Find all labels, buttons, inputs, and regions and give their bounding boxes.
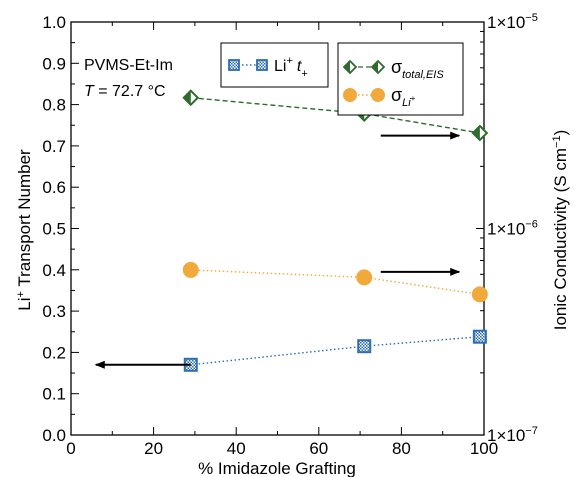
y-axis-right-title: Ionic Conductivity (S cm−1) [551, 130, 570, 331]
y-right-tick-label: 1×10−7 [487, 425, 538, 445]
legend-marker-transport-2 [256, 59, 268, 71]
legend-marker-total-fill [344, 61, 350, 73]
y-left-tick-label: 0.0 [42, 426, 66, 445]
y-left-tick-label: 0.8 [42, 96, 66, 115]
legend-label-total: σtotal,EIS [391, 57, 444, 81]
legend-marker-total-2-fill [372, 61, 378, 73]
y-left-tick-label: 0.5 [42, 220, 66, 239]
y-left-tick-label: 0.6 [42, 178, 66, 197]
y-left-tick-label: 0.3 [42, 302, 66, 321]
y-axis-left-title: Li+ Transport Number [15, 149, 34, 311]
data-point-transport [357, 339, 372, 354]
y-right-tick-label: 1×10−5 [487, 12, 538, 32]
legend-box [220, 42, 329, 88]
data-point-li-conductivity [182, 261, 199, 278]
y-left-tick-label: 0.7 [42, 137, 66, 156]
x-tick-label: 80 [392, 439, 411, 458]
x-tick-label: 40 [227, 439, 246, 458]
data-point-li-conductivity [471, 286, 488, 303]
y-left-tick-label: 0.2 [42, 343, 66, 362]
x-tick-label: 60 [309, 439, 328, 458]
x-tick-label: 0 [66, 439, 75, 458]
arrows-layer [94, 131, 461, 369]
legend-marker-li-2 [371, 88, 385, 102]
series-layer [182, 89, 489, 372]
data-point-total-fill [472, 126, 480, 141]
y-left-tick-label: 0.4 [42, 261, 66, 280]
legend-label-li: σLi+ [391, 85, 416, 109]
temperature-label: T = 72.7 °C [84, 83, 166, 100]
data-point-transport [472, 329, 487, 344]
series-line-1 [190, 96, 480, 134]
series-line-0 [190, 336, 480, 366]
legend-marker-li [343, 88, 357, 102]
ticks-layer: 0 20 40 60 80 100 0.0 0.1 0.2 0.3 0.4 0.5 0.6 0.7 0.8 0… [42, 12, 537, 458]
x-tick-label: 100 [470, 439, 498, 458]
y-right-tick-label: 1×10−6 [487, 219, 538, 239]
y-left-tick-label: 0.1 [42, 385, 66, 404]
data-point-total-fill [183, 90, 191, 105]
legend-marker-transport [228, 59, 240, 71]
legend-box [337, 42, 464, 116]
sample-label: PVMS-Et-Im [84, 57, 173, 74]
y-left-tick-label: 1.0 [42, 13, 66, 32]
series-line-2 [190, 269, 480, 296]
legend-transport-number: Li+ t+ [220, 42, 329, 88]
y-left-tick-label: 0.9 [42, 54, 66, 73]
legend-conductivity: σtotal,EIS σLi+ [337, 42, 464, 116]
data-point-li-conductivity [356, 269, 373, 286]
legend-label-transport: Li+ t+ [274, 55, 308, 80]
x-tick-label: 20 [144, 439, 163, 458]
x-axis-title: % Imidazole Grafting [198, 459, 356, 477]
